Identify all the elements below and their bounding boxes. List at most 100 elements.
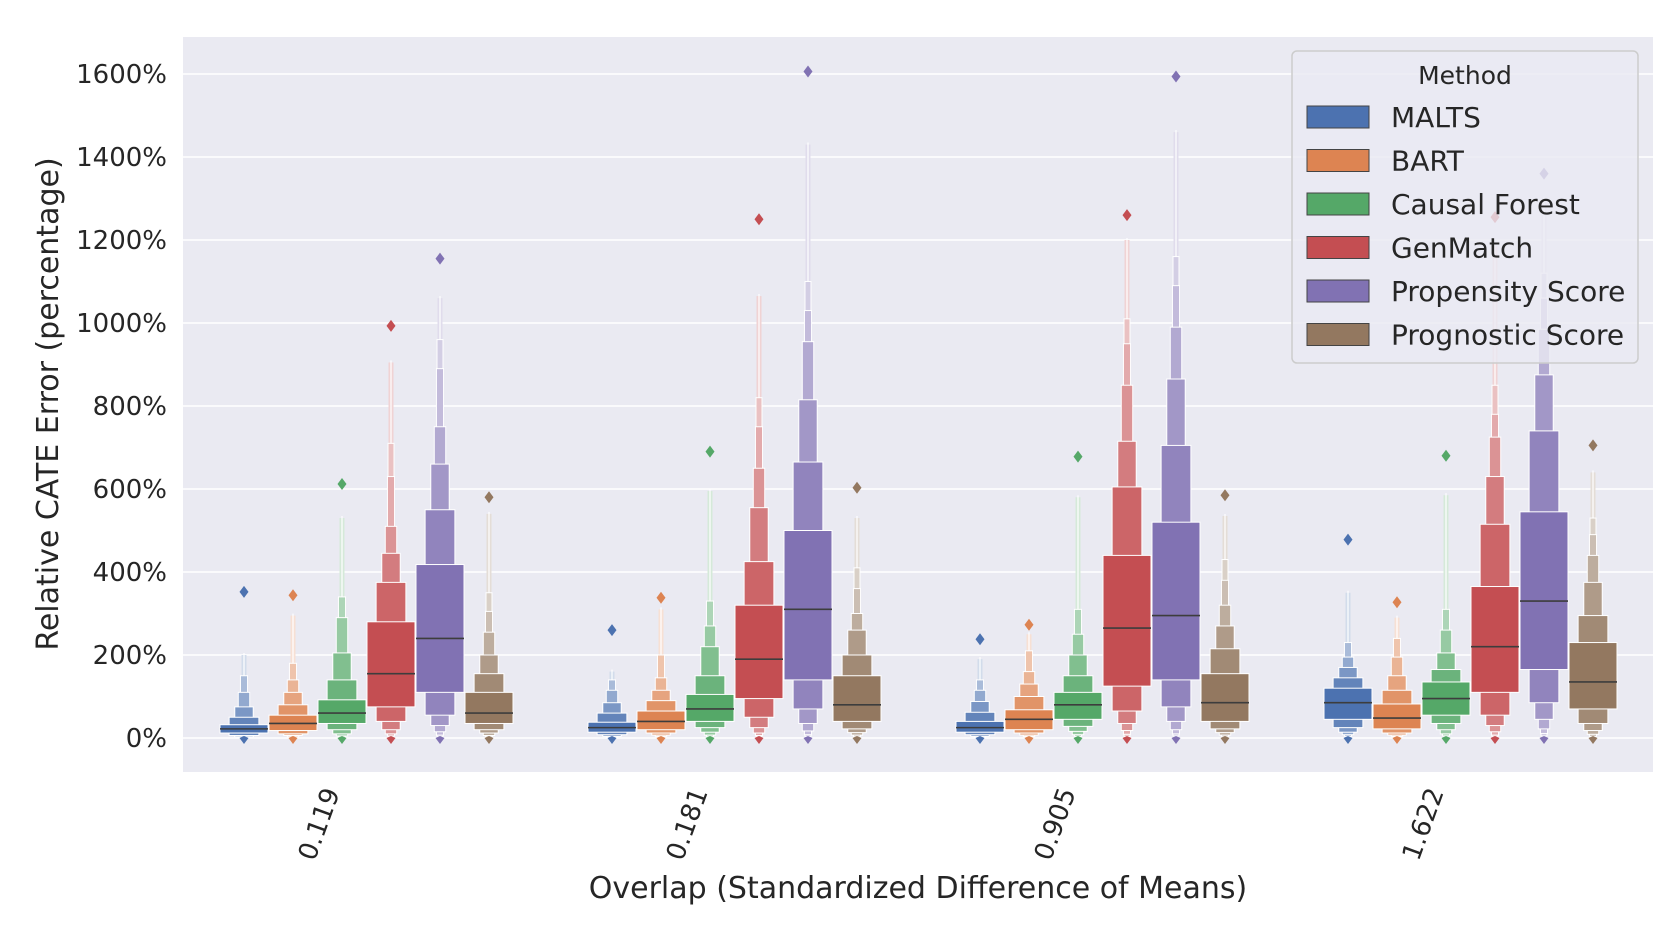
boxen-level — [415, 564, 465, 693]
boxen-level — [1568, 642, 1618, 710]
boxen-genmatch-0.181 — [734, 213, 784, 744]
outlier-marker — [435, 252, 445, 265]
outlier-marker — [1073, 450, 1083, 463]
outlier-marker-low — [239, 736, 249, 744]
outlier-marker — [386, 319, 396, 332]
x-tick-label: 1.622 — [1397, 784, 1451, 864]
legend-label: Propensity Score — [1391, 275, 1625, 308]
outlier-marker-low — [1588, 736, 1598, 744]
outlier-marker-low — [1220, 736, 1230, 744]
boxen-level — [1151, 521, 1201, 681]
boxen-level — [1102, 554, 1152, 687]
legend-swatch — [1306, 236, 1370, 259]
x-tick-label: 0.181 — [661, 784, 715, 864]
boxen-level — [734, 604, 784, 700]
outlier-marker-low — [1392, 736, 1402, 744]
outlier-marker-low — [1122, 736, 1132, 744]
outlier-marker — [1122, 209, 1132, 222]
y-tick-labels: 0% 200% 400% 600% 800% 1000% 1200% 1400% 1600% — [76, 60, 167, 754]
outlier-marker — [1392, 596, 1402, 609]
outlier-marker-low — [607, 736, 617, 744]
boxen-level — [1053, 691, 1103, 720]
outlier-marker — [1220, 489, 1230, 502]
outlier-marker-low — [1073, 736, 1083, 744]
outlier-marker — [754, 213, 764, 226]
boxen-prognostic-score-0.119 — [464, 491, 514, 744]
boxen-level — [636, 710, 686, 731]
legend-items: MALTS BART Causal Forest GenMatch Propensity… — [1306, 101, 1625, 352]
boxen-level — [1323, 687, 1373, 720]
outlier-marker-low — [803, 736, 813, 744]
outlier-marker — [484, 491, 494, 504]
y-tick-label: 200% — [93, 641, 167, 671]
boxen-level — [1470, 586, 1520, 693]
boxen-malts-0.181 — [587, 624, 637, 744]
legend-swatch — [1306, 149, 1370, 172]
y-axis-label: Relative CATE Error (percentage) — [31, 157, 66, 650]
outlier-marker — [1588, 439, 1598, 452]
boxen-genmatch-1.622 — [1470, 211, 1520, 744]
boxen-level — [783, 530, 833, 681]
y-tick-label: 1000% — [76, 309, 167, 339]
boxen-prognostic-score-0.181 — [832, 481, 882, 744]
boxen-genmatch-0.905 — [1102, 209, 1152, 744]
boxen-propensity-score-0.905 — [1151, 70, 1201, 744]
outlier-marker-low — [1490, 736, 1500, 744]
outlier-marker-low — [386, 736, 396, 744]
boxen-propensity-score-1.622 — [1519, 167, 1569, 744]
boxen-bart-0.119 — [268, 589, 318, 744]
boxen-causal-forest-0.119 — [317, 478, 367, 744]
outlier-marker-low — [484, 736, 494, 744]
boxen-level — [317, 699, 367, 724]
boxen-level — [464, 691, 514, 724]
boxen-bart-0.181 — [636, 591, 686, 744]
y-tick-label: 1400% — [76, 143, 167, 173]
x-tick-label: 0.119 — [293, 784, 347, 864]
boxen-genmatch-0.119 — [366, 319, 416, 744]
legend-box — [1291, 50, 1639, 364]
legend-swatch — [1306, 279, 1370, 303]
legend-swatch — [1306, 192, 1370, 216]
outlier-marker — [975, 633, 985, 646]
outlier-marker — [337, 478, 347, 491]
outlier-marker — [288, 589, 298, 602]
outlier-marker — [705, 445, 715, 458]
legend: Method MALTS BART Causal Forest GenMatch Pro… — [1291, 50, 1639, 364]
boxen-causal-forest-0.181 — [685, 445, 735, 744]
outlier-marker-low — [1024, 736, 1034, 744]
outlier-marker-low — [975, 736, 985, 744]
boxen-propensity-score-0.181 — [783, 65, 833, 744]
outlier-marker — [607, 624, 617, 637]
y-tick-label: 0% — [126, 724, 167, 754]
outlier-marker-low — [656, 736, 666, 744]
boxen-level — [685, 693, 735, 722]
boxen-level — [1372, 703, 1422, 730]
legend-swatch — [1306, 105, 1370, 129]
legend-label: MALTS — [1391, 101, 1481, 134]
legend-title: Method — [1418, 61, 1512, 90]
boxen-malts-0.905 — [955, 633, 1005, 744]
boxen-plot-area — [219, 65, 1618, 744]
boxen-malts-0.119 — [219, 585, 269, 744]
outlier-marker — [1441, 449, 1451, 462]
outlier-marker-low — [1539, 736, 1549, 744]
x-tick-labels: 0.119 0.181 0.905 1.622 — [293, 784, 1451, 864]
boxen-prognostic-score-0.905 — [1200, 489, 1250, 744]
outlier-marker-low — [288, 736, 298, 744]
boxen-causal-forest-0.905 — [1053, 450, 1103, 744]
outlier-marker-low — [1343, 736, 1353, 744]
outlier-marker — [1343, 533, 1353, 546]
outlier-marker — [1171, 70, 1181, 83]
outlier-marker-low — [852, 736, 862, 744]
y-tick-label: 800% — [93, 392, 167, 422]
legend-label: Causal Forest — [1391, 188, 1580, 221]
boxen-causal-forest-1.622 — [1421, 449, 1471, 744]
x-axis-label: Overlap (Standardized Difference of Mean… — [589, 871, 1247, 906]
boxen-propensity-score-0.119 — [415, 252, 465, 744]
boxen-bart-0.905 — [1004, 618, 1054, 744]
outlier-marker-low — [705, 736, 715, 744]
boxen-level — [1519, 511, 1569, 671]
outlier-marker — [852, 481, 862, 494]
outlier-marker-low — [1441, 736, 1451, 744]
